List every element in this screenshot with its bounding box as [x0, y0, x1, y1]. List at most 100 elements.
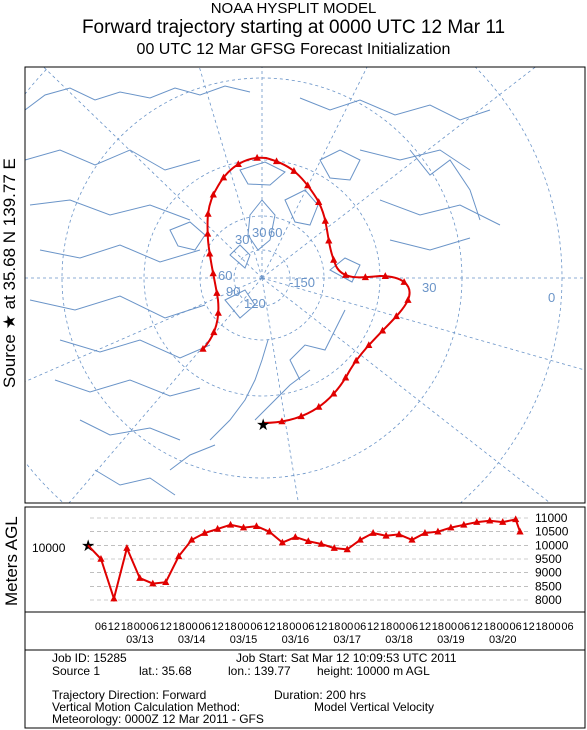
hour-tick: 00	[341, 621, 353, 633]
trajectory-marker	[330, 389, 338, 397]
hour-tick: 00	[497, 621, 509, 633]
height-point	[408, 535, 416, 543]
date-tick: 03/16	[282, 634, 310, 646]
lat-ring-label-60b: 60	[218, 268, 232, 283]
hour-tick: 18	[224, 621, 236, 633]
height-trajectory-markers	[97, 515, 524, 602]
trajectory-marker	[214, 308, 222, 316]
trajectory-marker	[297, 412, 305, 420]
height-tick-label: 10000	[535, 538, 569, 552]
trajectory-marker	[315, 198, 323, 205]
hour-tick: 12	[471, 621, 483, 633]
height-point	[395, 530, 403, 538]
trajectory-marker	[361, 273, 369, 281]
height-tick-label: 9500	[535, 552, 562, 566]
height-point	[304, 537, 312, 545]
trajectory-marker	[204, 229, 212, 237]
hour-tick: 18	[173, 621, 185, 633]
coastlines	[25, 85, 501, 496]
hour-tick: 12	[211, 621, 223, 633]
trajectory-marker	[272, 157, 281, 165]
hour-tick: 06	[302, 621, 314, 633]
hour-tick: 06	[354, 621, 366, 633]
height-point	[486, 516, 494, 524]
trajectory-marker	[210, 328, 218, 336]
hour-tick: 06	[95, 621, 107, 633]
hour-tick: 06	[250, 621, 262, 633]
trajectory-marker	[199, 345, 207, 352]
lon-label-neg150: -150	[289, 275, 315, 290]
height-point	[149, 579, 157, 587]
hour-tick: 18	[276, 621, 288, 633]
hour-tick: 12	[108, 621, 120, 633]
source-lat: lat.: 35.68	[139, 664, 192, 678]
height-point	[382, 531, 390, 539]
map-border	[24, 66, 586, 504]
height-point	[291, 533, 299, 540]
trajectory-marker	[404, 296, 412, 303]
height-gridlines	[90, 517, 528, 601]
hour-tick: 00	[445, 621, 457, 633]
hour-tick: 12	[419, 621, 431, 633]
hour-tick: 00	[134, 621, 146, 633]
height-point	[356, 535, 364, 543]
hour-tick: 18	[121, 621, 133, 633]
hour-tick: 06	[147, 621, 159, 633]
hour-tick: 18	[328, 621, 340, 633]
hour-tick-labels: 06 12 18 00 06 12 18 00 06 12 18 00 06 12 18 00 06 12 18 00…	[95, 621, 574, 633]
height-point	[226, 520, 235, 528]
trajectory-path	[199, 153, 412, 425]
trajectory-marker	[209, 190, 217, 198]
trajectory-marker	[321, 216, 329, 224]
date-tick: 03/15	[230, 634, 258, 646]
height-point	[97, 555, 105, 562]
trajectory-marker	[378, 326, 387, 334]
source-lon: lon.: 139.77	[228, 664, 291, 678]
height-axis-label: Meters AGL	[2, 516, 21, 606]
hour-tick: 06	[458, 621, 470, 633]
height-point	[252, 522, 261, 529]
trajectory-marker	[352, 356, 360, 364]
hour-tick: 06	[406, 621, 418, 633]
height-point	[110, 594, 118, 602]
height-point	[136, 574, 144, 581]
hour-tick: 00	[289, 621, 301, 633]
trajectory-marker	[365, 341, 373, 349]
date-tick: 03/17	[333, 634, 361, 646]
height-point	[214, 524, 222, 532]
date-tick-labels: 03/13 03/14 03/15 03/16 03/17 03/18 03/19 03/20	[126, 634, 516, 646]
vertical-motion-method: Vertical Motion Calculation Method:	[52, 700, 241, 714]
height-tick-label: 10500	[535, 525, 569, 539]
hour-tick: 18	[432, 621, 444, 633]
height-point	[434, 527, 442, 535]
trajectory-marker	[330, 256, 338, 263]
trajectory-marker	[253, 153, 261, 161]
trajectory-direction: Trajectory Direction: Forward	[52, 688, 207, 702]
trajectory-marker	[392, 312, 400, 320]
job-start: Job Start: Sat Mar 12 10:09:53 UTC 2011	[236, 651, 457, 665]
height-point	[162, 578, 170, 586]
vertical-motion-value: Model Vertical Velocity	[314, 700, 435, 714]
lon-label-120: 120	[244, 296, 266, 311]
source-star-icon: ★	[256, 417, 270, 434]
trajectory-marker	[342, 271, 350, 278]
hour-tick: 18	[380, 621, 392, 633]
trajectory-marker	[315, 402, 323, 410]
source-number: Source 1	[52, 664, 101, 678]
trajectory-marker	[220, 173, 228, 181]
date-tick: 03/18	[385, 634, 413, 646]
hour-tick: 06	[561, 621, 573, 633]
date-tick: 03/20	[489, 634, 517, 646]
height-tick-label: 9000	[535, 566, 562, 580]
meteorology: Meteorology: 0000Z 12 Mar 2011 - GFS	[52, 712, 264, 726]
hour-tick: 00	[237, 621, 249, 633]
hour-tick: 12	[367, 621, 379, 633]
trajectory-marker	[400, 278, 408, 285]
hour-tick: 12	[315, 621, 327, 633]
trajectory-marker	[290, 167, 298, 174]
hour-tick: 12	[160, 621, 172, 633]
